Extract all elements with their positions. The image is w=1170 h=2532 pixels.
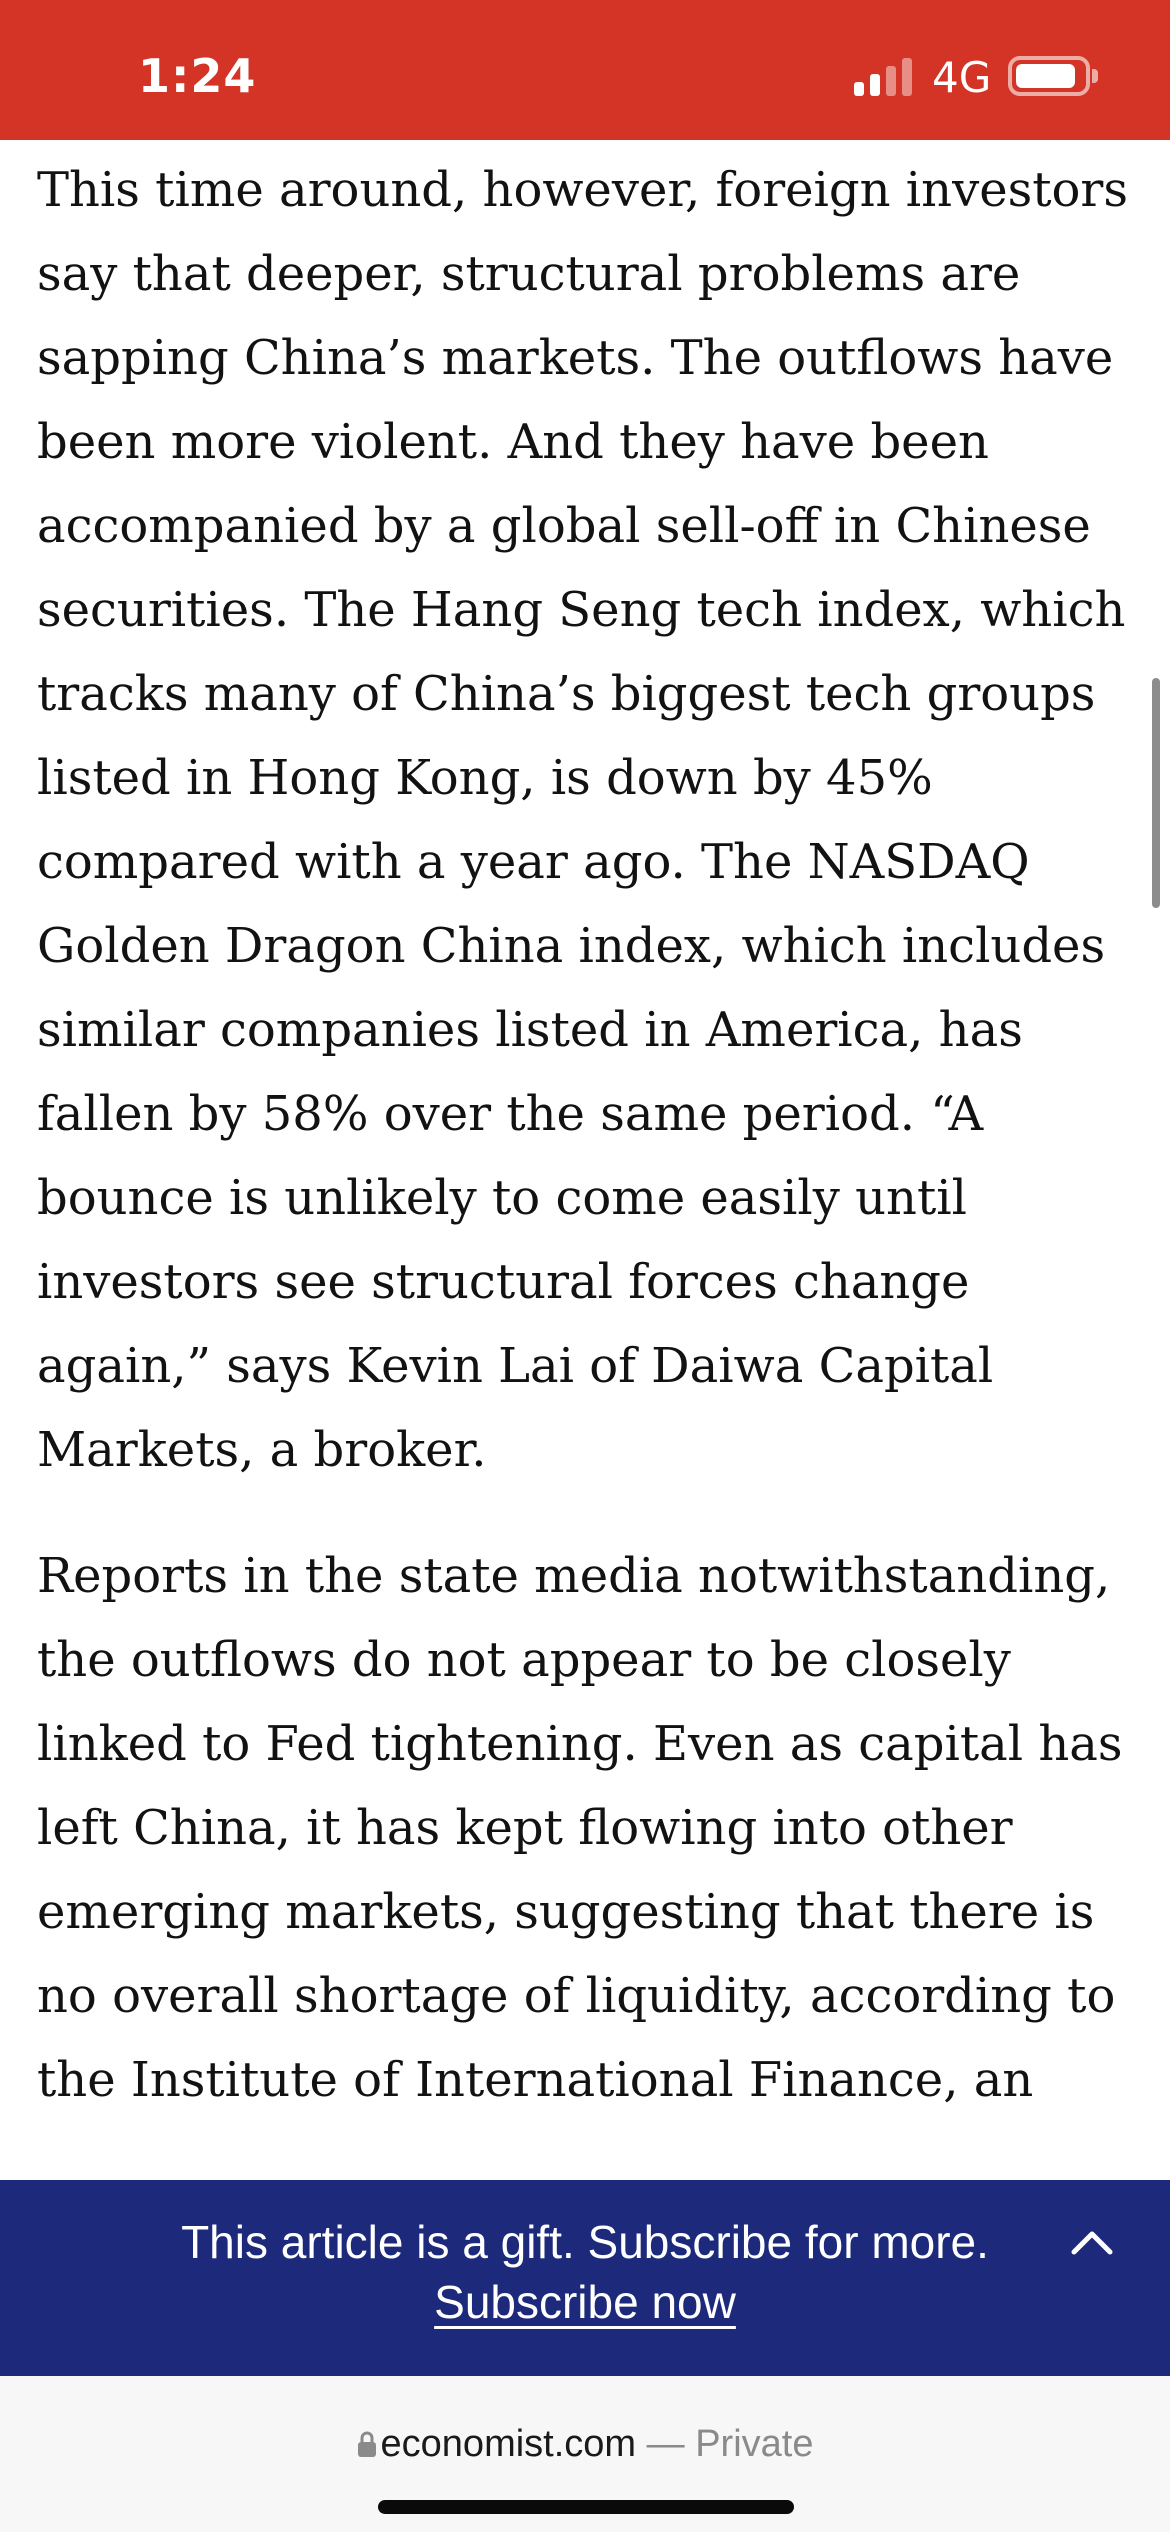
battery-level (1016, 64, 1076, 88)
cellular-signal-icon (854, 56, 914, 96)
battery-cap (1092, 69, 1098, 83)
gift-banner: This article is a gift. Subscribe for mo… (0, 2180, 1170, 2376)
signal-bar (854, 82, 864, 96)
gift-message: This article is a gift. Subscribe for mo… (181, 2216, 989, 2268)
status-time: 1:24 (138, 49, 257, 103)
network-type: 4G (932, 53, 992, 102)
article-paragraph: Reports in the state media notwithstandi… (37, 1548, 1123, 2108)
url-domain: economist.com (380, 2423, 637, 2465)
article-paragraph: This time around, however, foreign inves… (37, 162, 1128, 1478)
chevron-up-icon[interactable] (1070, 2226, 1114, 2256)
scrollbar[interactable] (1152, 678, 1160, 908)
article-body: This time around, however, foreign inves… (37, 140, 1137, 2180)
subscribe-now-link[interactable]: Subscribe now (434, 2276, 736, 2328)
private-mode-label: — Private (646, 2423, 814, 2465)
lock-icon (357, 2431, 376, 2457)
signal-bar (886, 66, 896, 96)
home-indicator[interactable] (378, 2500, 794, 2514)
signal-bar (870, 74, 880, 96)
battery-icon (1008, 56, 1090, 96)
signal-bar (902, 58, 912, 96)
status-bar: 1:24 4G (0, 0, 1170, 140)
url-display[interactable]: economist.com — Private (0, 2420, 1170, 2468)
